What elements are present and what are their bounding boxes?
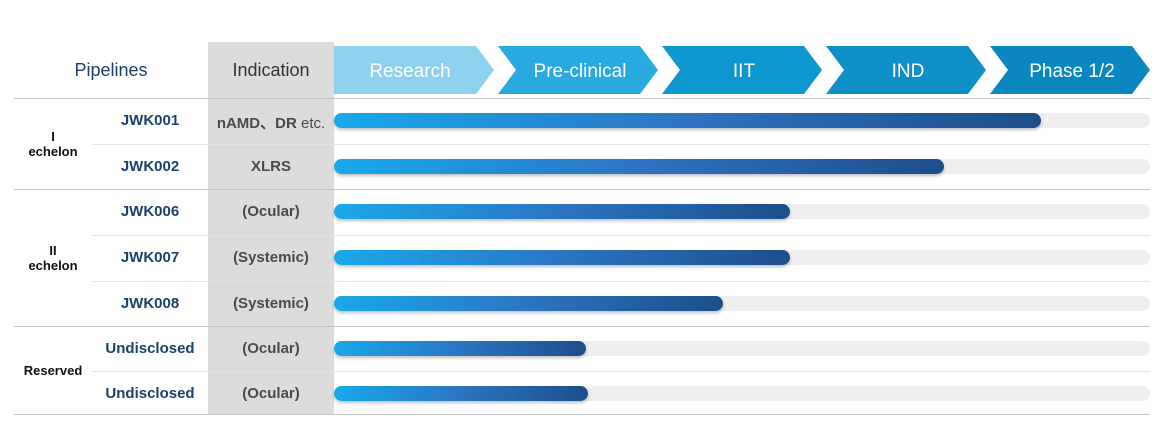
indication-cell: XLRS: [208, 158, 334, 175]
row-divider: [92, 281, 1150, 282]
progress-bar-undisclosed: [334, 386, 588, 401]
progress-bar-jwk006: [334, 204, 791, 219]
indication-suffix: etc.: [296, 114, 326, 132]
indication-header: Indication: [232, 59, 310, 80]
indication-cell: (Ocular): [208, 340, 334, 357]
group-label-line: echelon: [28, 257, 78, 273]
indication-cell: (Systemic): [208, 249, 334, 266]
stage-label: Phase 1/2: [1029, 61, 1115, 82]
indication-cell: (Ocular): [208, 203, 334, 220]
progress-track: [334, 250, 1150, 265]
pipeline-name: JWK002: [120, 157, 180, 175]
group-label-line: Reserved: [23, 362, 83, 378]
row-divider: [92, 371, 1150, 372]
progress-bar-jwk008: [334, 296, 724, 311]
group-label-line: I: [51, 128, 55, 144]
stage-arrow-ind: [826, 46, 986, 94]
stage-label: Pre-clinical: [534, 61, 627, 82]
indication-text: (Systemic): [233, 248, 309, 266]
indication-text: (Ocular): [242, 339, 300, 357]
stage-arrows: Research Pre-clinical IIT IND Phase 1/2: [334, 46, 1150, 94]
stage-arrow-iit: [662, 46, 822, 94]
progress-track: [334, 341, 1150, 356]
progress-bar-jwk007: [334, 250, 791, 265]
group-divider: [14, 189, 1150, 190]
pipeline-name: JWK006: [120, 202, 180, 220]
group-divider: [14, 98, 1150, 99]
pipeline-name: JWK001: [120, 111, 180, 129]
stage-label: IIT: [733, 61, 756, 82]
stage-arrow-pre-clinical: [498, 46, 658, 94]
stage-label: IND: [892, 61, 925, 82]
indication-cell: (Systemic): [208, 295, 334, 312]
progress-track: [334, 204, 1150, 219]
progress-bar-jwk002: [334, 159, 944, 174]
progress-bar-jwk001: [334, 113, 1042, 128]
progress-track: [334, 296, 1150, 311]
indication-text: nAMD、DR: [216, 114, 297, 132]
pipeline-name: JWK007: [120, 248, 180, 266]
progress-track: [334, 159, 1150, 174]
group-label-line: II: [49, 242, 57, 258]
indication-cell: (Ocular): [208, 385, 334, 402]
pipeline-name: Undisclosed: [105, 339, 195, 357]
group-divider: [14, 326, 1150, 327]
pipeline-name: JWK008: [120, 294, 180, 312]
indication-column-band: [208, 42, 334, 414]
progress-track: [334, 113, 1150, 128]
indication-cell: nAMD、DR etc.: [208, 112, 334, 133]
indication-text: (Systemic): [233, 294, 309, 312]
group-label-line: echelon: [28, 143, 78, 159]
row-divider: [92, 144, 1150, 145]
row-divider: [92, 235, 1150, 236]
group-label: Reserved: [14, 363, 92, 378]
progress-bar-undisclosed: [334, 341, 587, 356]
pipelines-header: Pipelines: [74, 59, 148, 80]
stage-label: Research: [369, 61, 450, 82]
stage-arrow-research: [334, 46, 494, 94]
group-label: II echelon: [14, 243, 92, 273]
pipeline-name: Undisclosed: [105, 384, 195, 402]
indication-text: XLRS: [250, 157, 291, 175]
indication-text: (Ocular): [242, 202, 300, 220]
stage-arrow-phase-1-2: [990, 46, 1150, 94]
group-divider: [14, 414, 1150, 415]
indication-text: (Ocular): [242, 384, 300, 402]
progress-track: [334, 386, 1150, 401]
